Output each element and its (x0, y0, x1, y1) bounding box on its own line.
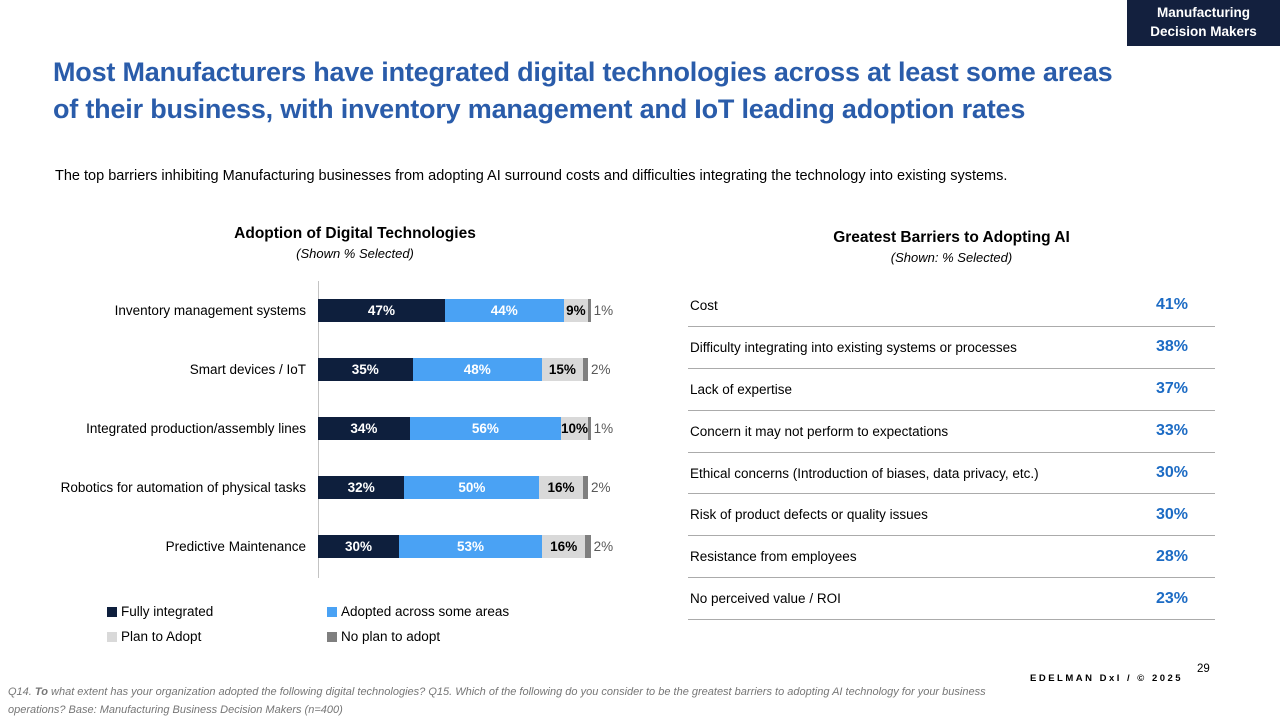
bar-segment-adopted-across-some-areas: 44% (444, 299, 564, 322)
bar-outside-label: 2% (593, 539, 614, 554)
footnote-q-label: Q14. (8, 686, 32, 698)
barrier-value: 23% (1155, 589, 1188, 607)
legend-label: Plan to Adopt (121, 629, 202, 644)
bar-segment-no-plan-to-adopt (582, 476, 588, 499)
bar-category-label: Smart devices / IoT (189, 362, 306, 377)
bar-segment-plan-to-adopt: 9% (563, 299, 588, 322)
bar-segment-no-plan-to-adopt (585, 535, 591, 558)
page-number: 29 (1197, 663, 1210, 675)
barrier-label: Lack of expertise (690, 381, 793, 397)
bar-row: Smart devices / IoT 35% 48% 15% 2% (0, 340, 690, 399)
bar-row: Predictive Maintenance 30% 53% 16% 2% (0, 517, 690, 576)
legend-swatch-icon (107, 631, 117, 642)
adoption-bar-chart: Inventory management systems 47% 44% 9% 1% Sm… (0, 281, 690, 576)
footnote-text: what extent has your organization adopte… (8, 686, 986, 716)
bar-segment-plan-to-adopt: 10% (561, 417, 588, 440)
legend-item-no-plan-to-adopt: No plan to adopt (327, 629, 627, 644)
bar-segment-fully-integrated: 34% (318, 417, 410, 440)
bar-track: 32% 50% 16% 2% (318, 476, 610, 499)
bar-segment-fully-integrated: 30% (318, 535, 399, 558)
barrier-row: Concern it may not perform to expectatio… (688, 411, 1215, 453)
bar-row: Inventory management systems 47% 44% 9% 1% (0, 281, 690, 340)
barrier-row: No perceived value / ROI 23% (688, 578, 1215, 621)
barrier-label: No perceived value / ROI (690, 591, 841, 607)
legend-item-adopted-across-some-areas: Adopted across some areas (327, 604, 627, 619)
bar-track: 35% 48% 15% 2% (318, 358, 611, 381)
bar-segment-adopted-across-some-areas: 48% (412, 358, 543, 381)
bar-segment-fully-integrated: 32% (318, 476, 405, 499)
bar-outside-label: 2% (590, 362, 611, 377)
bar-segment-no-plan-to-adopt (582, 358, 588, 381)
bar-row: Robotics for automation of physical task… (0, 458, 690, 517)
bar-track: 34% 56% 10% 1% (318, 417, 613, 440)
audience-badge: Manufacturing Decision Makers (1127, 0, 1280, 46)
barrier-label: Cost (690, 297, 718, 313)
barrier-row: Risk of product defects or quality issue… (688, 494, 1215, 537)
barriers-table-header: Greatest Barriers to Adopting AI (Shown:… (688, 229, 1215, 265)
legend-swatch-icon (327, 606, 337, 617)
barrier-label: Concern it may not perform to expectatio… (690, 423, 949, 439)
footnote-bold-word: To (34, 686, 48, 698)
barrier-row: Resistance from employees 28% (688, 536, 1215, 579)
slide-subtitle: The top barriers inhibiting Manufacturin… (55, 168, 1008, 184)
bar-outside-label: 1% (593, 303, 614, 318)
barrier-value: 41% (1155, 296, 1188, 314)
bar-outside-label: 2% (590, 480, 611, 495)
badge-line2: Decision Makers (1150, 24, 1257, 39)
bar-segment-fully-integrated: 35% (318, 358, 413, 381)
chart-legend: Fully integrated Adopted across some area… (107, 604, 627, 644)
badge-line1: Manufacturing (1157, 5, 1250, 21)
edelman-brand-line: EDELMAN DxI / © 2025 (1030, 673, 1184, 684)
legend-label: Adopted across some areas (341, 604, 510, 619)
adoption-chart-title: Adoption of Digital Technologies (234, 225, 476, 242)
barrier-row: Cost 41% (688, 285, 1215, 327)
bar-segment-plan-to-adopt: 16% (542, 535, 586, 558)
bar-category-label: Robotics for automation of physical task… (60, 480, 306, 495)
barriers-table-subtitle: (Shown: % Selected) (890, 250, 1013, 265)
barrier-value: 28% (1155, 547, 1188, 565)
barrier-row: Difficulty integrating into existing sys… (688, 327, 1215, 369)
barrier-label: Risk of product defects or quality issue… (690, 507, 928, 523)
bar-segment-plan-to-adopt: 15% (542, 358, 583, 381)
bar-segment-plan-to-adopt: 16% (539, 476, 583, 499)
bar-category-label: Inventory management systems (114, 303, 306, 318)
bar-segment-no-plan-to-adopt (587, 417, 591, 440)
legend-item-plan-to-adopt: Plan to Adopt (107, 629, 327, 644)
barrier-value: 38% (1155, 338, 1188, 356)
legend-label: Fully integrated (121, 604, 214, 619)
bar-segment-adopted-across-some-areas: 53% (399, 535, 543, 558)
bar-segment-adopted-across-some-areas: 50% (404, 476, 540, 499)
barriers-table: Cost 41% Difficulty integrating into exist… (688, 285, 1215, 621)
bar-segment-no-plan-to-adopt (587, 299, 591, 322)
legend-swatch-icon (327, 631, 337, 642)
adoption-chart-header: Adoption of Digital Technologies (Shown … (100, 225, 610, 261)
barrier-value: 37% (1155, 380, 1188, 398)
bar-segment-fully-integrated: 47% (318, 299, 445, 322)
bar-segment-adopted-across-some-areas: 56% (409, 417, 561, 440)
bar-track: 30% 53% 16% 2% (318, 535, 613, 558)
legend-swatch-icon (107, 606, 117, 617)
barrier-row: Ethical concerns (Introduction of biases… (688, 453, 1215, 495)
barrier-row: Lack of expertise 37% (688, 369, 1215, 411)
barrier-label: Resistance from employees (690, 549, 857, 565)
bar-track: 47% 44% 9% 1% (318, 299, 613, 322)
barrier-label: Ethical concerns (Introduction of biases… (690, 465, 1039, 481)
barrier-label: Difficulty integrating into existing sys… (690, 339, 1017, 355)
legend-item-fully-integrated: Fully integrated (107, 604, 327, 619)
footnote: Q14. To what extent has your organizatio… (8, 684, 1008, 719)
legend-label: No plan to adopt (341, 629, 441, 644)
bar-row: Integrated production/assembly lines 34% 5… (0, 399, 690, 458)
slide-title: Most Manufacturers have integrated digit… (53, 57, 1113, 124)
adoption-chart-subtitle: (Shown % Selected) (296, 246, 414, 261)
bar-outside-label: 1% (593, 421, 614, 436)
bar-category-label: Integrated production/assembly lines (86, 421, 306, 436)
bar-category-label: Predictive Maintenance (165, 539, 306, 554)
barrier-value: 33% (1155, 422, 1188, 440)
barrier-value: 30% (1155, 505, 1188, 523)
barriers-table-title: Greatest Barriers to Adopting AI (833, 229, 1070, 246)
barrier-value: 30% (1155, 464, 1188, 481)
